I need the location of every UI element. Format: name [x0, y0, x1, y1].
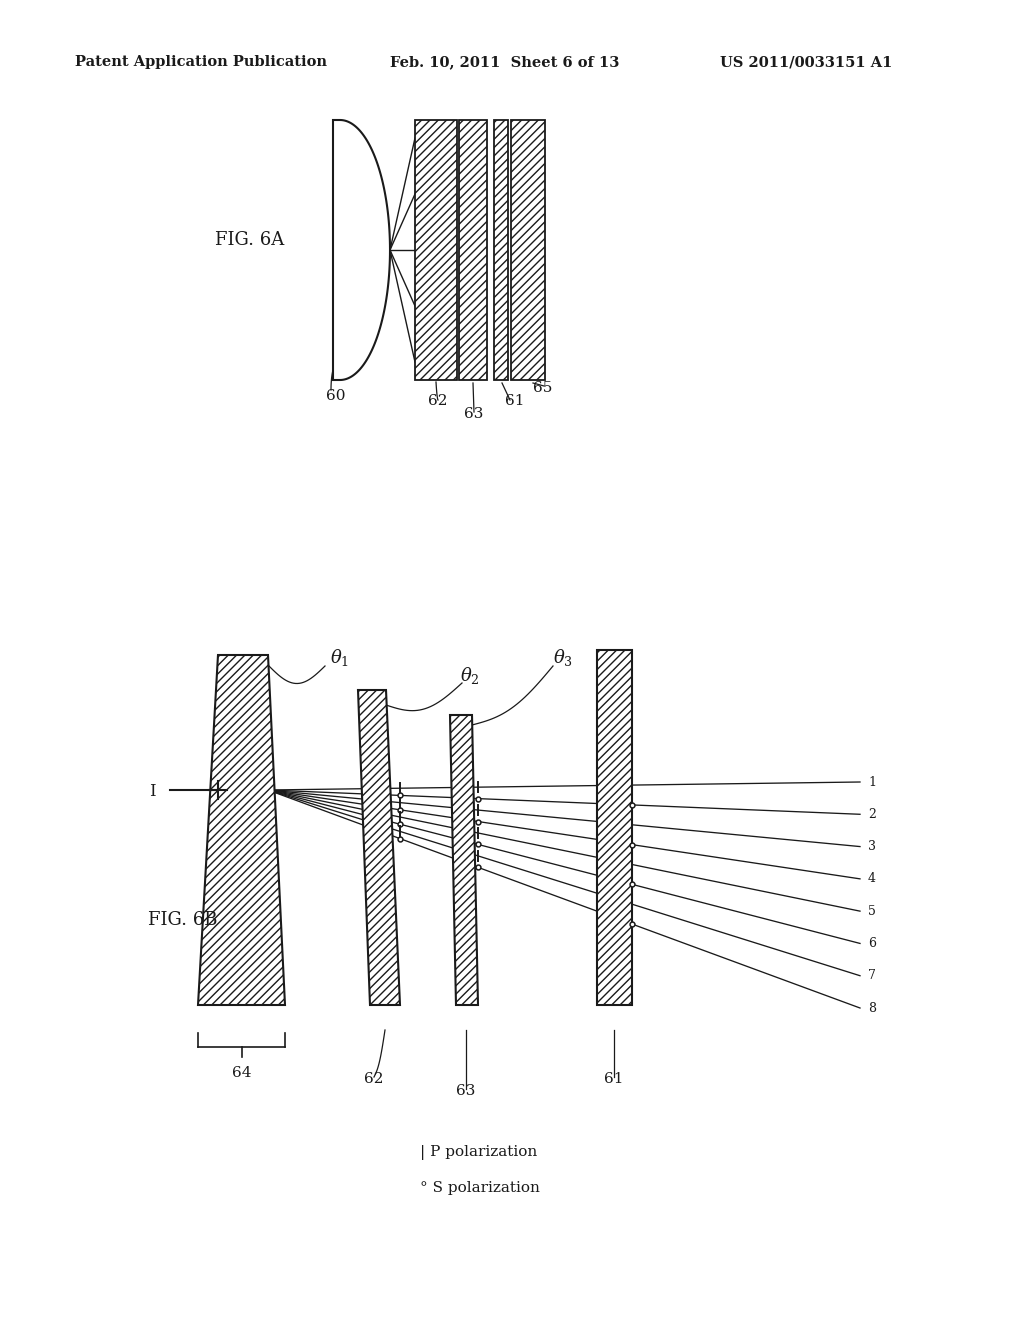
Text: 65: 65 — [534, 381, 553, 395]
Bar — [511, 120, 545, 380]
Text: 6: 6 — [868, 937, 876, 950]
Text: ° S polarization: ° S polarization — [420, 1181, 540, 1195]
Polygon shape — [333, 120, 390, 380]
Polygon shape — [358, 690, 400, 1005]
Text: FIG. 6A: FIG. 6A — [215, 231, 285, 249]
Text: 61: 61 — [604, 1072, 624, 1086]
Text: 60: 60 — [327, 389, 346, 403]
Text: US 2011/0033151 A1: US 2011/0033151 A1 — [720, 55, 892, 69]
Text: 3: 3 — [868, 840, 876, 853]
Text: 62: 62 — [428, 393, 447, 408]
Text: $\theta_2$: $\theta_2$ — [460, 664, 480, 685]
Text: 63: 63 — [457, 1084, 476, 1098]
Text: 63: 63 — [464, 407, 483, 421]
Bar — [494, 120, 508, 380]
Text: 7: 7 — [868, 969, 876, 982]
Text: $\theta_1$: $\theta_1$ — [331, 648, 349, 668]
Text: 62: 62 — [365, 1072, 384, 1086]
Text: 1: 1 — [868, 776, 876, 788]
Text: 8: 8 — [868, 1002, 876, 1015]
Text: Patent Application Publication: Patent Application Publication — [75, 55, 327, 69]
Text: I: I — [148, 783, 156, 800]
Bar — [459, 120, 487, 380]
Text: 2: 2 — [868, 808, 876, 821]
Text: 64: 64 — [231, 1067, 251, 1080]
Bar — [415, 120, 457, 380]
Text: | P polarization: | P polarization — [420, 1146, 538, 1160]
Text: Feb. 10, 2011  Sheet 6 of 13: Feb. 10, 2011 Sheet 6 of 13 — [390, 55, 620, 69]
Text: FIG. 6B: FIG. 6B — [148, 911, 217, 929]
Text: 4: 4 — [868, 873, 876, 886]
Text: $\theta_3$: $\theta_3$ — [553, 648, 573, 668]
Bar — [597, 649, 632, 1005]
Text: 61: 61 — [505, 393, 524, 408]
Polygon shape — [450, 715, 478, 1005]
Text: 5: 5 — [868, 904, 876, 917]
Polygon shape — [198, 655, 285, 1005]
